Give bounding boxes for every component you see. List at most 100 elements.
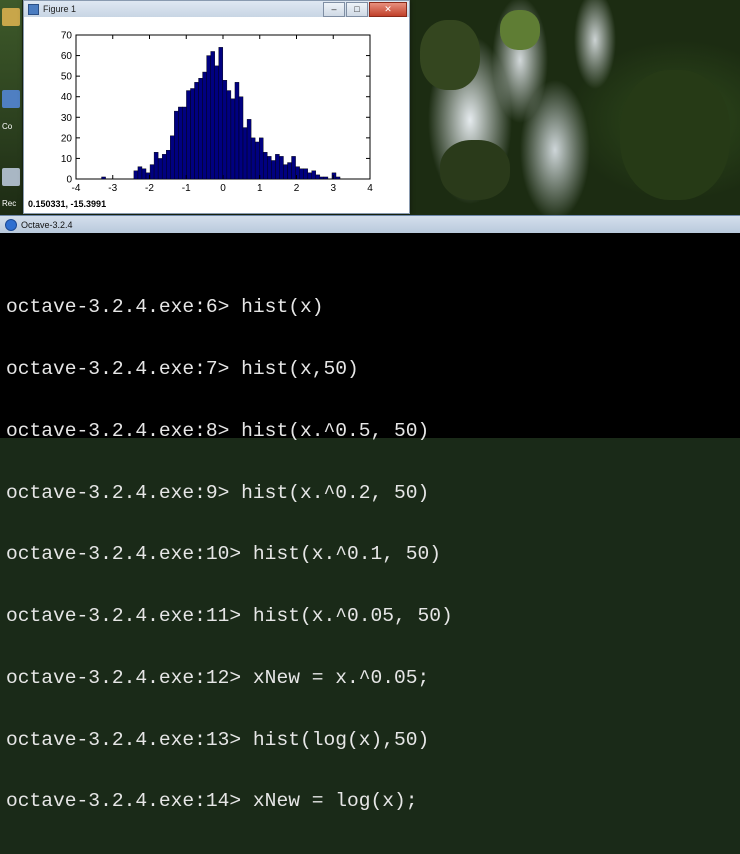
desktop-icon-strip: Co Rec: [0, 0, 22, 215]
histogram-bar: [222, 80, 228, 180]
histogram-bar: [258, 137, 264, 180]
histogram-bar: [287, 162, 292, 180]
histogram-bar: [238, 96, 244, 180]
histogram-bar: [174, 110, 179, 180]
histogram-bar: [230, 98, 236, 180]
folder-icon[interactable]: [2, 8, 20, 26]
y-tick-label: 20: [61, 133, 73, 144]
histogram-bar: [271, 160, 276, 180]
terminal-line: octave-3.2.4.exe:12> xNew = x.^0.05;: [6, 666, 430, 689]
histogram-bar: [198, 78, 203, 180]
y-tick-label: 0: [66, 175, 72, 186]
octave-window[interactable]: Octave-3.2.4 octave-3.2.4.exe:6> hist(x)…: [0, 215, 740, 812]
histogram-bar: [206, 55, 211, 180]
histogram-bar: [141, 168, 147, 180]
wallpaper-rock: [620, 70, 730, 200]
y-tick-label: 30: [61, 113, 73, 124]
histogram-bar: [331, 172, 337, 180]
histogram-bar: [319, 176, 325, 180]
terminal-output[interactable]: octave-3.2.4.exe:6> hist(x) octave-3.2.4…: [6, 256, 453, 853]
octave-app-icon: [5, 218, 17, 231]
computer-icon[interactable]: [2, 90, 20, 108]
figure-title: Figure 1: [43, 4, 77, 14]
minimize-button[interactable]: –: [323, 2, 345, 17]
histogram-bar: [178, 106, 183, 180]
terminal-line: octave-3.2.4.exe:8> hist(x.^0.5, 50): [6, 419, 430, 442]
histogram-bar: [166, 149, 171, 180]
histogram-bar: [202, 71, 207, 180]
histogram-bar: [335, 176, 341, 180]
y-tick-label: 50: [61, 72, 73, 83]
histogram-bar: [279, 156, 284, 180]
x-tick-label: 3: [330, 183, 336, 194]
histogram-bar: [182, 106, 187, 180]
histogram-bar: [242, 127, 248, 180]
terminal-line: octave-3.2.4.exe:9> hist(x.^0.2, 50): [6, 481, 430, 504]
terminal-line: octave-3.2.4.exe:7> hist(x,50): [6, 357, 359, 380]
histogram-bar: [299, 168, 304, 180]
histogram-bar: [218, 47, 224, 180]
histogram-bar: [133, 170, 139, 180]
histogram-bar: [303, 168, 308, 180]
figure-titlebar[interactable]: Figure 1 – □ ✕: [24, 1, 409, 17]
y-tick-label: 70: [61, 31, 73, 42]
desktop-icon-label: Co: [2, 122, 13, 131]
terminal-line: octave-3.2.4.exe:14> xNew = log(x);: [6, 790, 418, 813]
maximize-button[interactable]: □: [346, 2, 368, 17]
terminal-line: octave-3.2.4.exe:11> hist(x.^0.05, 50): [6, 605, 453, 628]
histogram-bar: [101, 176, 106, 180]
histogram-bar: [263, 152, 268, 180]
histogram-bar: [311, 170, 316, 180]
terminal-line: octave-3.2.4.exe:13> hist(log(x),50): [6, 728, 430, 751]
figure-window[interactable]: Figure 1 – □ ✕ -4 -3 -2 -1 0 1 2 3 4 0 10 20 30 40 50 6…: [23, 0, 410, 214]
cursor-coordinates: 0.150331, -15.3991: [28, 199, 107, 209]
x-tick-label: 1: [257, 183, 263, 194]
histogram-bar: [315, 174, 321, 180]
wallpaper-rock: [440, 140, 510, 200]
histogram-bar: [137, 166, 143, 180]
x-tick-label: 4: [367, 183, 373, 194]
histogram-bar: [254, 141, 260, 180]
window-controls: – □ ✕: [323, 2, 407, 17]
histogram-bar: [194, 82, 199, 180]
histogram-bar: [323, 176, 329, 180]
histogram-bar: [250, 137, 256, 180]
figure-app-icon: [28, 3, 39, 15]
histogram-bar: [283, 164, 288, 180]
wallpaper-rock: [500, 10, 540, 50]
histogram-bar: [214, 65, 219, 180]
histogram-bar: [210, 51, 215, 180]
histogram-bar: [170, 135, 175, 180]
x-tick-label: -2: [145, 183, 154, 194]
octave-title: Octave-3.2.4: [21, 219, 73, 230]
close-button[interactable]: ✕: [369, 2, 407, 17]
x-tick-label: -4: [72, 183, 81, 194]
x-tick-label: -3: [108, 183, 117, 194]
recycle-bin-icon[interactable]: [2, 168, 20, 186]
histogram-bar: [234, 82, 240, 180]
histogram-bar: [246, 119, 252, 180]
wallpaper-rock: [420, 20, 480, 90]
octave-titlebar[interactable]: Octave-3.2.4: [0, 216, 740, 233]
x-tick-label: -1: [182, 183, 191, 194]
histogram-bar: [307, 172, 312, 180]
histogram-bar: [226, 90, 232, 180]
y-tick-label: 60: [61, 51, 73, 62]
histogram-bar: [157, 158, 163, 180]
histogram-bar: [149, 164, 155, 180]
histogram-bar: [153, 152, 159, 180]
histogram-bar: [186, 90, 191, 180]
x-tick-label: 0: [220, 183, 226, 194]
desktop-icon-label: Rec: [2, 199, 17, 208]
x-tick-label: 2: [294, 183, 300, 194]
terminal-line: octave-3.2.4.exe:6> hist(x): [6, 296, 324, 319]
y-tick-label: 10: [61, 154, 73, 165]
histogram-bar: [190, 88, 195, 180]
terminal-line: octave-3.2.4.exe:10> hist(x.^0.1, 50): [6, 543, 442, 566]
histogram-bar: [275, 154, 280, 180]
histogram-bar: [161, 154, 167, 180]
histogram-bar: [267, 156, 272, 180]
histogram-bar: [291, 156, 296, 180]
y-tick-label: 40: [61, 92, 73, 103]
